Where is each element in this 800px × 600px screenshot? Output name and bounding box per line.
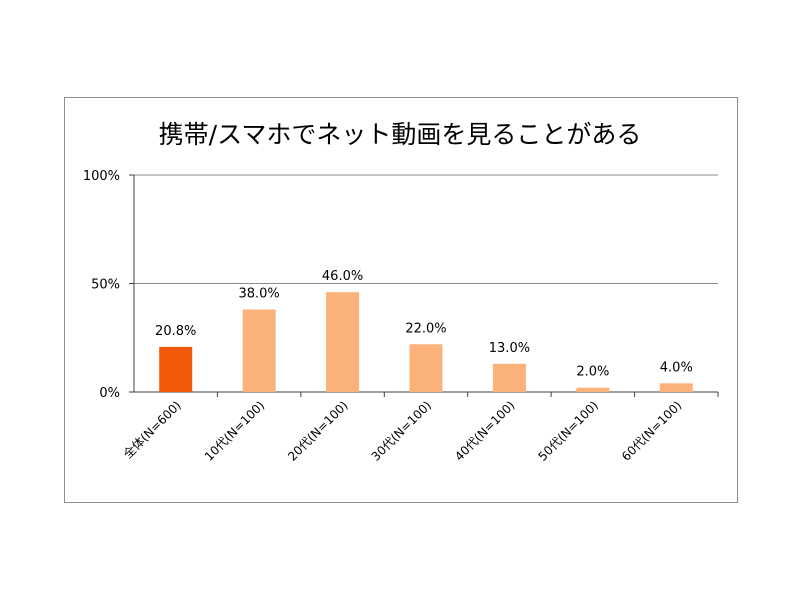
bar bbox=[409, 344, 443, 392]
bar bbox=[242, 309, 276, 392]
bar bbox=[659, 383, 693, 392]
bar bbox=[492, 363, 526, 392]
category-label: 20代(N=100) bbox=[285, 398, 350, 463]
bar bbox=[159, 346, 193, 392]
category-label: 40代(N=100) bbox=[452, 398, 517, 463]
y-tick-label: 50% bbox=[91, 278, 120, 293]
data-label: 2.0% bbox=[576, 365, 609, 380]
category-label: 50代(N=100) bbox=[536, 398, 601, 463]
y-tick-label: 100% bbox=[83, 169, 120, 184]
data-label: 38.0% bbox=[238, 287, 279, 302]
bar bbox=[326, 292, 360, 392]
category-label: 全体(N=600) bbox=[120, 398, 184, 462]
data-label: 46.0% bbox=[322, 269, 363, 284]
data-label: 20.8% bbox=[155, 324, 196, 339]
chart-title: 携帯/スマホでネット動画を見ることがある bbox=[158, 120, 642, 149]
y-tick-label: 0% bbox=[99, 386, 120, 401]
bar bbox=[576, 387, 610, 392]
data-label: 13.0% bbox=[489, 341, 530, 356]
chart-frame bbox=[64, 97, 738, 503]
category-label: 30代(N=100) bbox=[369, 398, 434, 463]
data-label: 22.0% bbox=[405, 321, 446, 336]
category-label: 10代(N=100) bbox=[202, 398, 267, 463]
category-label: 60代(N=100) bbox=[619, 398, 684, 463]
data-label: 4.0% bbox=[660, 360, 693, 375]
